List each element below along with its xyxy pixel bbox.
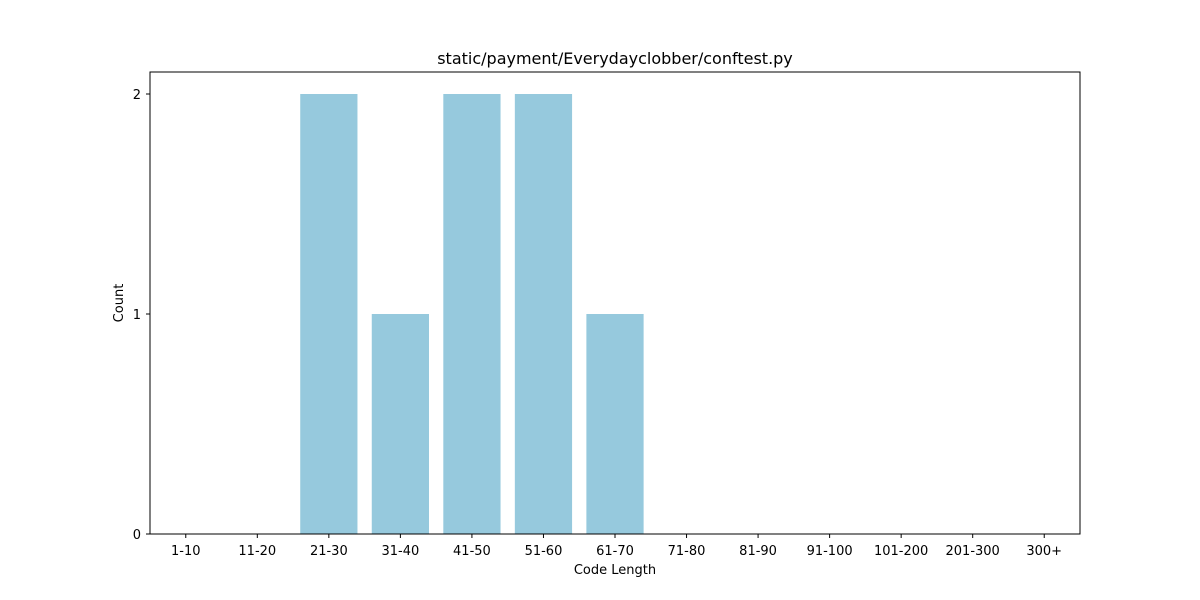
x-tick-label: 41-50 [453,544,491,559]
x-tick-label: 300+ [1026,544,1062,559]
y-tick-label: 2 [133,88,141,103]
bar-21-30 [300,94,358,534]
bar-41-50 [443,94,501,534]
x-tick-label: 91-100 [807,544,853,559]
x-tick-label: 101-200 [874,544,928,559]
bars-group [300,94,644,534]
y-tick-label: 0 [133,528,141,543]
bar-51-60 [514,94,573,534]
x-tick-label: 61-70 [596,544,634,559]
bar-31-40 [371,314,429,534]
x-tick-label: 201-300 [946,544,1000,559]
x-tick-label: 81-90 [739,544,777,559]
y-axis-label: Count [112,284,127,323]
y-tick-label: 1 [133,308,141,323]
x-tick-label: 11-20 [238,544,276,559]
x-tick-label: 51-60 [525,544,563,559]
x-tick-label: 21-30 [310,544,348,559]
x-axis-label: Code Length [574,563,656,578]
x-axis: 1-10 11-20 21-30 31-40 41-50 51-60 61-70 71-80 8… [171,534,1062,559]
y-axis: 0 1 2 [133,88,150,543]
bar-61-70 [586,314,644,534]
x-tick-label: 71-80 [668,544,706,559]
chart-title: static/payment/Everydayclobber/conftest.… [437,49,793,68]
x-tick-label: 31-40 [381,544,419,559]
x-tick-label: 1-10 [171,544,201,559]
